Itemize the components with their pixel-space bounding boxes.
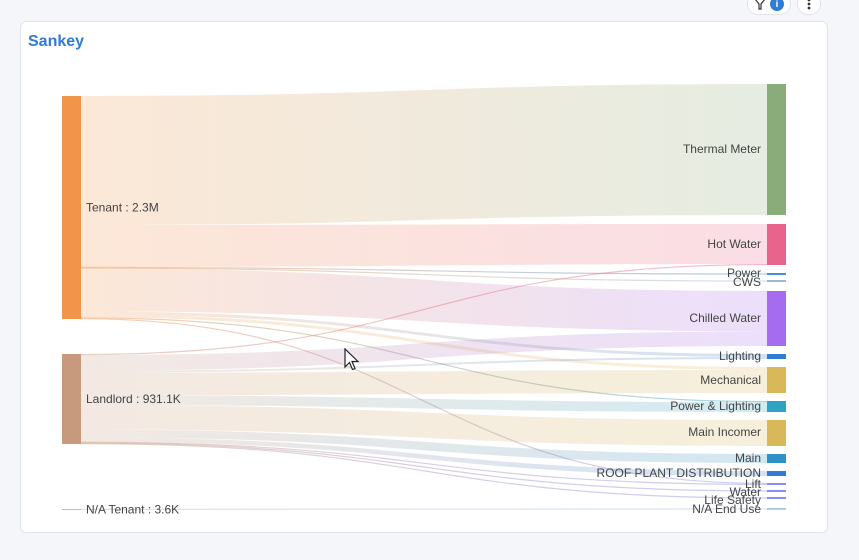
target-label-power: Power xyxy=(727,266,761,280)
link-landlord-to-hot-water[interactable] xyxy=(80,263,768,356)
target-node-cws[interactable] xyxy=(767,280,786,282)
sankey-labels: Tenant : 2.3M Landlord : 931.1K N/A Tenant… xyxy=(86,142,762,516)
target-label-lift: Lift xyxy=(745,477,762,491)
link-landlord-to-main[interactable] xyxy=(81,429,767,463)
link-tenant-to-mechanical[interactable] xyxy=(81,314,767,370)
source-label-n-a-tenant: N/A Tenant : 3.6K xyxy=(86,502,179,516)
source-node-n-a-tenant[interactable] xyxy=(62,509,81,510)
target-node-power-lighting[interactable] xyxy=(767,401,786,412)
source-label-tenant: Tenant : 2.3M xyxy=(86,201,159,215)
link-tenant-to-cws[interactable] xyxy=(80,267,768,282)
link-tenant-to-chilled-water[interactable] xyxy=(81,268,767,332)
target-node-life-safety[interactable] xyxy=(767,497,786,499)
target-label-chilled-water: Chilled Water xyxy=(689,311,761,325)
source-node-tenant[interactable] xyxy=(62,96,81,319)
link-tenant-to-hot-water[interactable] xyxy=(81,224,767,268)
target-node-main-incomer[interactable] xyxy=(767,420,786,446)
mouse-cursor-icon xyxy=(344,348,360,371)
target-label-lighting: Lighting xyxy=(719,349,761,363)
sankey-links xyxy=(80,84,768,510)
info-icon: i xyxy=(770,0,784,11)
target-node-lift[interactable] xyxy=(767,483,786,485)
target-label-water: Water xyxy=(729,485,761,499)
target-node-n-a-end-use[interactable] xyxy=(767,508,786,510)
target-label-thermal-meter: Thermal Meter xyxy=(683,142,761,156)
target-node-thermal-meter[interactable] xyxy=(767,84,786,215)
link-tenant-to-lighting[interactable] xyxy=(81,311,767,357)
target-label-life-safety: Life Safety xyxy=(704,493,761,507)
target-label-roof-plant-distribution: ROOF PLANT DISTRIBUTION xyxy=(597,466,761,480)
target-label-mechanical: Mechanical xyxy=(700,373,761,387)
target-label-power-lighting: Power & Lighting xyxy=(670,399,761,413)
target-node-power[interactable] xyxy=(767,273,786,275)
link-landlord-to-power-lighting[interactable] xyxy=(81,395,767,412)
link-tenant-to-power-lighting[interactable] xyxy=(80,317,768,403)
link-n-a-tenant-to-n-a-end-use[interactable] xyxy=(80,508,768,510)
link-landlord-to-roof-plant-distribution[interactable] xyxy=(81,437,767,476)
link-landlord-to-lift[interactable] xyxy=(80,441,768,486)
target-node-hot-water[interactable] xyxy=(767,224,786,265)
target-node-water[interactable] xyxy=(767,490,786,492)
source-node-landlord[interactable] xyxy=(62,354,81,444)
card-toolbar: i xyxy=(747,0,821,15)
link-landlord-to-mechanical[interactable] xyxy=(81,370,767,396)
source-label-landlord: Landlord : 931.1K xyxy=(86,392,181,406)
target-label-main: Main xyxy=(735,451,761,465)
link-landlord-to-water[interactable] xyxy=(80,442,768,492)
card-title: Sankey xyxy=(28,33,85,50)
filter-info-button[interactable]: i xyxy=(747,0,791,15)
target-label-cws: CWS xyxy=(733,275,761,289)
link-landlord-to-chilled-water[interactable] xyxy=(81,331,767,371)
target-node-lighting[interactable] xyxy=(767,354,786,359)
target-label-n-a-end-use: N/A End Use xyxy=(692,502,761,516)
target-label-hot-water: Hot Water xyxy=(707,237,761,251)
filter-icon xyxy=(755,0,765,10)
kebab-menu-icon xyxy=(807,0,811,10)
link-landlord-to-main-incomer[interactable] xyxy=(81,405,767,446)
target-node-mechanical[interactable] xyxy=(767,367,786,393)
link-landlord-to-lighting[interactable] xyxy=(81,357,767,373)
target-node-roof-plant-distribution[interactable] xyxy=(767,471,786,476)
link-tenant-to-thermal-meter[interactable] xyxy=(81,84,767,225)
sankey-nodes xyxy=(62,84,786,510)
link-landlord-to-life-safety[interactable] xyxy=(80,443,768,499)
target-label-main-incomer: Main Incomer xyxy=(688,425,761,439)
link-tenant-to-power[interactable] xyxy=(80,266,768,275)
target-node-chilled-water[interactable] xyxy=(767,291,786,346)
more-options-button[interactable] xyxy=(797,0,821,15)
target-node-main[interactable] xyxy=(767,454,786,463)
